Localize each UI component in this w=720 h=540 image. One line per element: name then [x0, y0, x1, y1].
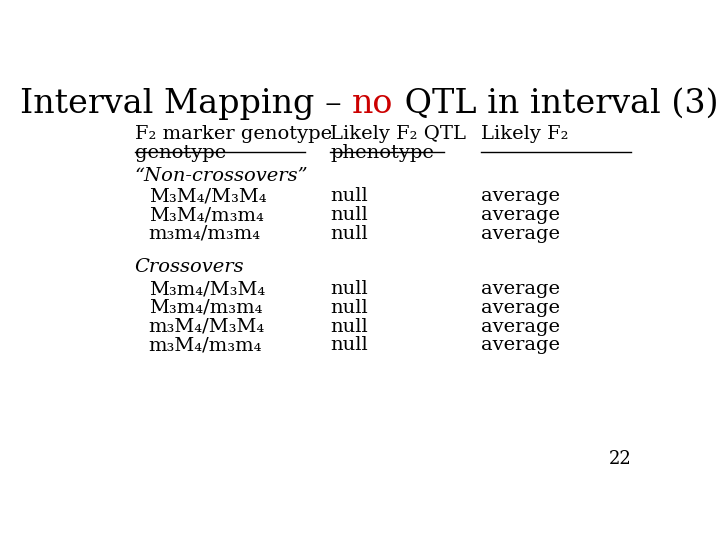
Text: genotype: genotype: [135, 144, 226, 162]
Text: average: average: [481, 336, 559, 354]
Text: average: average: [481, 187, 559, 205]
Text: null: null: [330, 187, 368, 205]
Text: Crossovers: Crossovers: [135, 258, 244, 276]
Text: m₃m₄/m₃m₄: m₃m₄/m₃m₄: [148, 225, 261, 243]
Text: M₃m₄/M₃M₄: M₃m₄/M₃M₄: [148, 280, 265, 298]
Text: null: null: [330, 318, 368, 335]
Text: average: average: [481, 225, 559, 243]
Text: null: null: [330, 225, 368, 243]
Text: 22: 22: [608, 450, 631, 468]
Text: Likely F₂ QTL: Likely F₂ QTL: [330, 125, 466, 143]
Text: M₃M₄/M₃M₄: M₃M₄/M₃M₄: [148, 187, 266, 205]
Text: M₃M₄/m₃m₄: M₃M₄/m₃m₄: [148, 206, 264, 224]
Text: Interval Mapping –: Interval Mapping –: [20, 87, 352, 120]
Text: null: null: [330, 280, 368, 298]
Text: null: null: [330, 336, 368, 354]
Text: F₂ marker genotype: F₂ marker genotype: [135, 125, 332, 143]
Text: M₃m₄/m₃m₄: M₃m₄/m₃m₄: [148, 299, 262, 317]
Text: phenotype: phenotype: [330, 144, 434, 162]
Text: average: average: [481, 299, 559, 317]
Text: m₃M₄/M₃M₄: m₃M₄/M₃M₄: [148, 318, 265, 335]
Text: m₃M₄/m₃m₄: m₃M₄/m₃m₄: [148, 336, 262, 354]
Text: no: no: [352, 87, 394, 120]
Text: “Non-crossovers”: “Non-crossovers”: [135, 167, 308, 185]
Text: Likely F₂: Likely F₂: [481, 125, 568, 143]
Text: average: average: [481, 206, 559, 224]
Text: average: average: [481, 318, 559, 335]
Text: QTL in interval (3): QTL in interval (3): [394, 87, 718, 120]
Text: average: average: [481, 280, 559, 298]
Text: null: null: [330, 299, 368, 317]
Text: null: null: [330, 206, 368, 224]
